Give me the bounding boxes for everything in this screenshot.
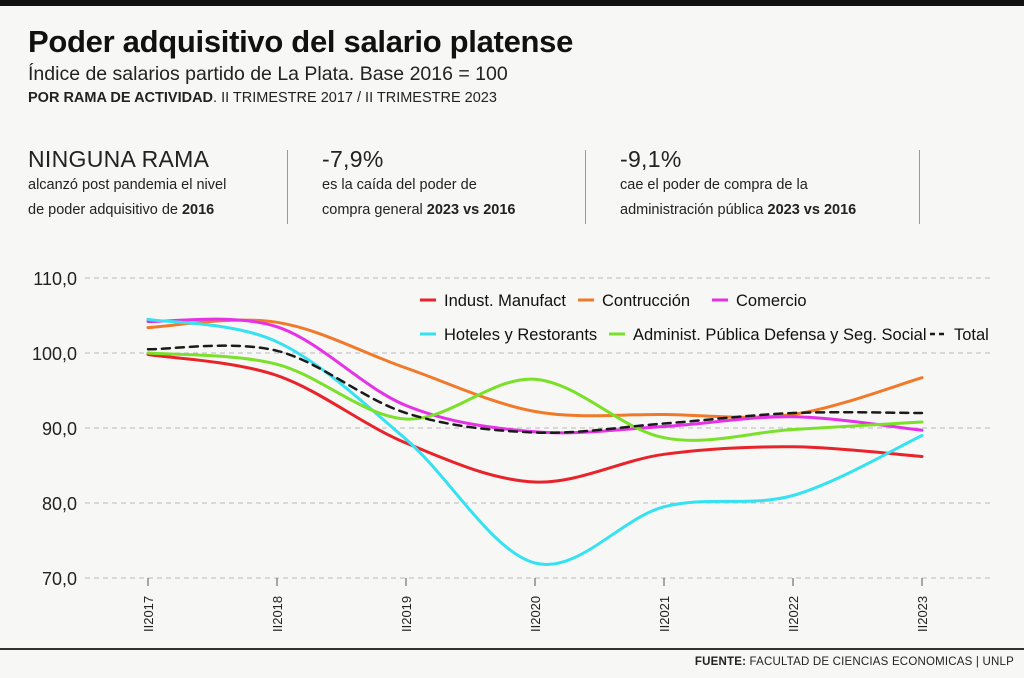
stat-divider xyxy=(919,150,920,224)
series-line-hoteles-y-restorants xyxy=(146,317,924,566)
bottom-rule xyxy=(0,648,1024,650)
series-line-administ-publica-defensa-y-seg-social xyxy=(146,351,924,442)
y-tick-label: 70,0 xyxy=(42,569,77,589)
subhead-period: . II TRIMESTRE 2017 / II TRIMESTRE 2023 xyxy=(213,90,497,106)
legend-label: Contrucción xyxy=(602,292,690,310)
stat-headline: NINGUNA RAMA xyxy=(28,146,210,172)
source-label: FUENTE: xyxy=(694,656,747,668)
stat-divider xyxy=(585,150,586,224)
source-text: FACULTAD DE CIENCIAS ECONOMICAS | UNLP xyxy=(746,656,1014,668)
series-line-total xyxy=(146,344,924,434)
stat-line: cae el poder de compra de la xyxy=(620,177,808,193)
x-tick-label: II2022 xyxy=(786,596,801,632)
x-axis-ticks: II2017 II2018 II2019 II2020 II2021 II2022 II20… xyxy=(141,578,930,632)
legend: Indust. Manufact Contrucción Comercio Hotel… xyxy=(420,292,989,344)
stat-block-caida-general: -7,9% es la caída del poder de compra ge… xyxy=(322,146,515,223)
y-tick-label: 80,0 xyxy=(42,494,77,514)
stat-line-bold: 2023 vs 2016 xyxy=(426,202,516,218)
stat-line-bold: 2023 vs 2016 xyxy=(767,202,857,218)
stat-divider xyxy=(287,150,288,224)
stat-line-text: compra general xyxy=(322,202,427,218)
series-line-contruccion xyxy=(146,318,924,419)
top-rule xyxy=(0,0,1024,6)
chart-subhead: POR RAMA DE ACTIVIDAD. II TRIMESTRE 2017… xyxy=(28,90,497,106)
stat-line: es la caída del poder de xyxy=(322,177,477,193)
y-tick-label: 100,0 xyxy=(32,344,77,364)
x-tick-label: II2023 xyxy=(915,596,930,632)
stat-headline: -9,1% xyxy=(620,146,682,172)
chart-subtitle: Índice de salarios partido de La Plata. … xyxy=(28,63,508,85)
stat-block-ninguna-rama: NINGUNA RAMA alcanzó post pandemia el ni… xyxy=(28,146,226,223)
legend-label: Administ. Pública Defensa y Seg. Social xyxy=(633,326,926,344)
stat-line-text: administración pública xyxy=(620,202,768,218)
chart-title: Poder adquisitivo del salario platense xyxy=(28,24,574,59)
stat-line: administración pública 2023 vs 2016 xyxy=(620,198,856,223)
legend-label: Indust. Manufact xyxy=(444,292,566,310)
y-axis-ticks: 70,0 80,0 90,0 100,0 110,0 xyxy=(32,269,77,589)
stat-block-administracion-publica: -9,1% cae el poder de compra de la admin… xyxy=(620,146,856,223)
subhead-bold: POR RAMA DE ACTIVIDAD xyxy=(28,90,214,106)
x-tick-label: II2018 xyxy=(270,596,285,632)
series-line-comercio xyxy=(146,317,924,435)
x-tick-label: II2017 xyxy=(141,596,156,632)
stat-line: alcanzó post pandemia el nivel xyxy=(28,177,227,193)
x-tick-label: II2021 xyxy=(657,596,672,632)
series-lines xyxy=(146,317,924,566)
stat-line: de poder adquisitivo de 2016 xyxy=(28,198,226,223)
stat-headline: -7,9% xyxy=(322,146,384,172)
stat-line: compra general 2023 vs 2016 xyxy=(322,198,515,223)
stat-line-bold: 2016 xyxy=(181,202,215,218)
stat-line-text: de poder adquisitivo de xyxy=(28,202,182,218)
x-tick-label: II2019 xyxy=(399,596,414,632)
legend-label: Hoteles y Restorants xyxy=(444,326,597,344)
y-tick-label: 110,0 xyxy=(33,269,77,289)
x-tick-label: II2020 xyxy=(528,596,543,632)
y-tick-label: 90,0 xyxy=(42,419,77,439)
legend-label: Total xyxy=(954,326,989,344)
legend-label: Comercio xyxy=(736,292,807,310)
source-note: FUENTE: FACULTAD DE CIENCIAS ECONOMICAS … xyxy=(695,656,1014,668)
gridlines xyxy=(85,277,990,579)
series-line-indust-manufact xyxy=(146,353,924,484)
